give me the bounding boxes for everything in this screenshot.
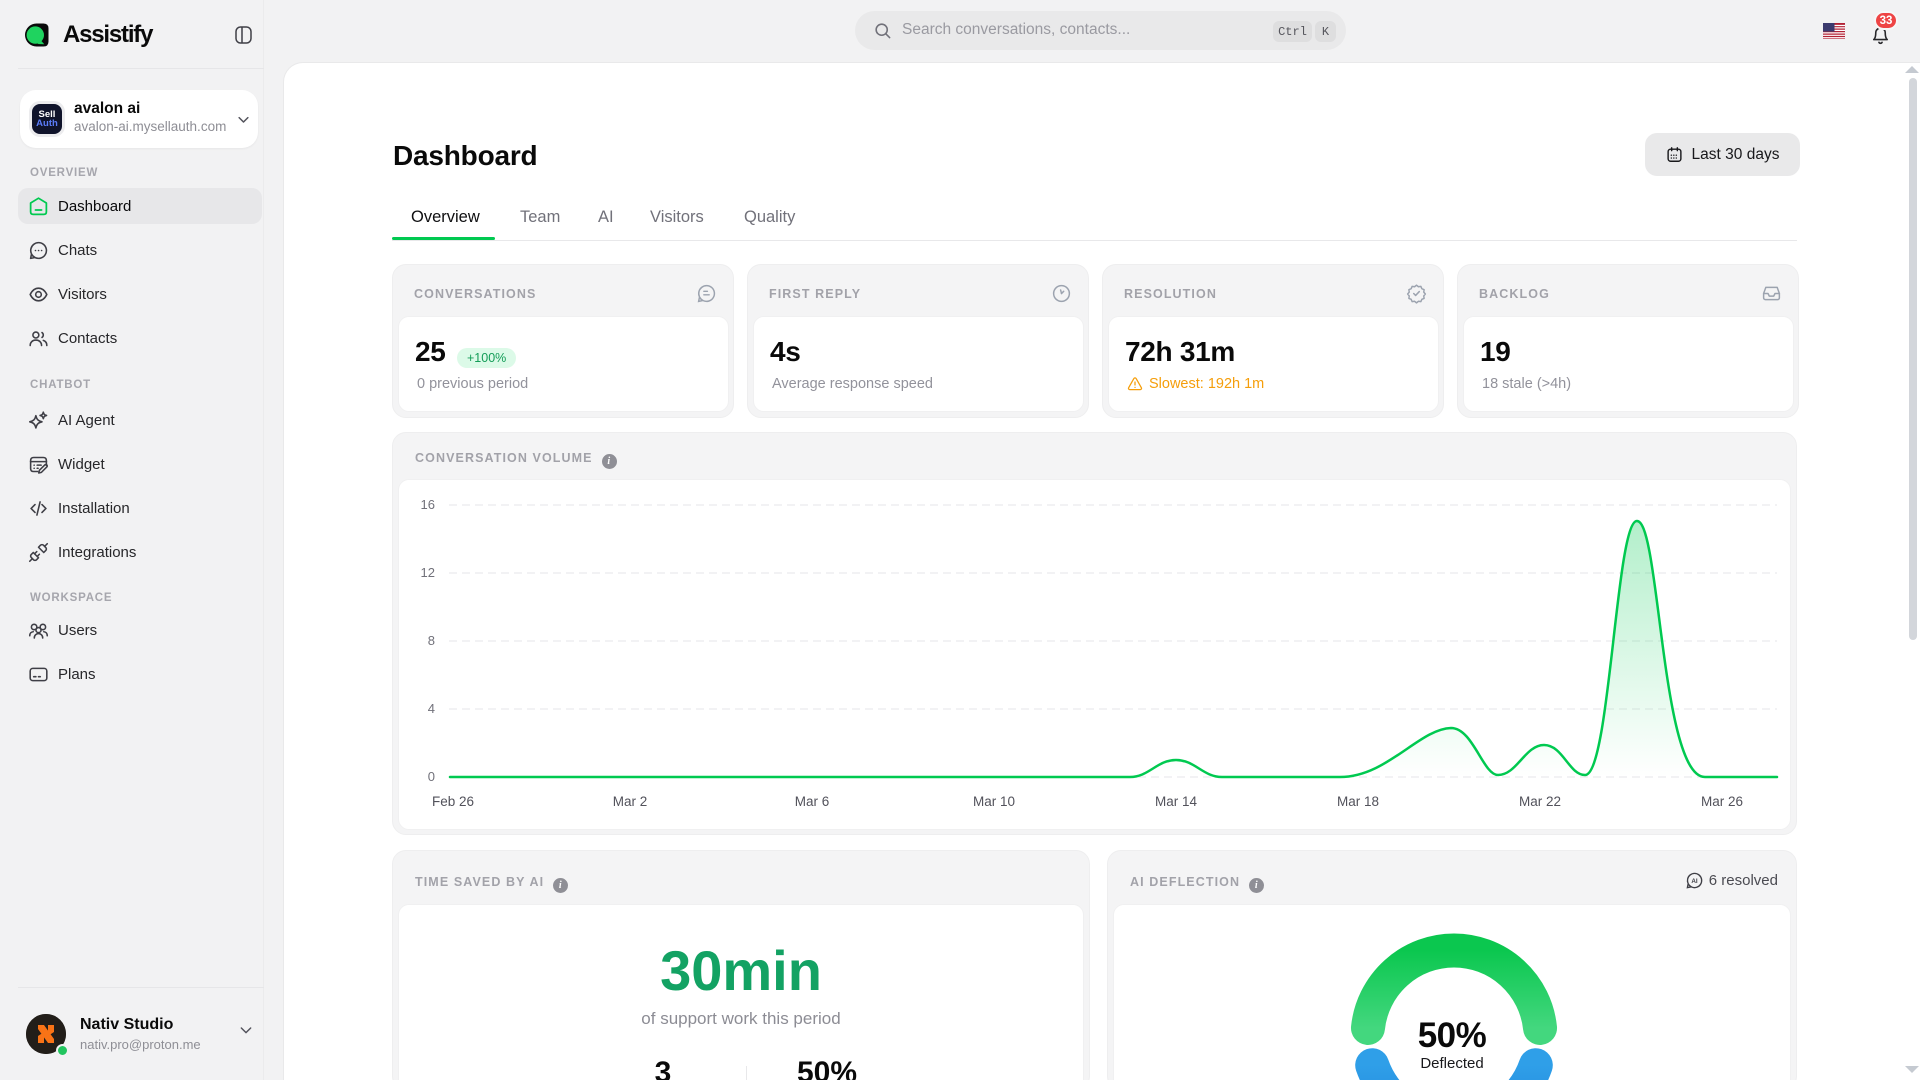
svg-text:Mar 22: Mar 22 <box>1519 794 1561 809</box>
svg-text:Mar 14: Mar 14 <box>1155 794 1198 809</box>
svg-text:Mar 6: Mar 6 <box>795 794 830 809</box>
svg-text:0: 0 <box>428 769 435 784</box>
svg-text:Mar 2: Mar 2 <box>613 794 648 809</box>
svg-text:4: 4 <box>428 701 435 716</box>
svg-text:Mar 18: Mar 18 <box>1337 794 1379 809</box>
svg-text:Feb 26: Feb 26 <box>432 794 474 809</box>
svg-text:Mar 26: Mar 26 <box>1701 794 1743 809</box>
svg-text:AI: AI <box>1691 878 1698 885</box>
svg-text:Mar 10: Mar 10 <box>973 794 1015 809</box>
svg-text:12: 12 <box>421 565 435 580</box>
svg-text:16: 16 <box>421 497 435 512</box>
svg-text:8: 8 <box>428 633 435 648</box>
